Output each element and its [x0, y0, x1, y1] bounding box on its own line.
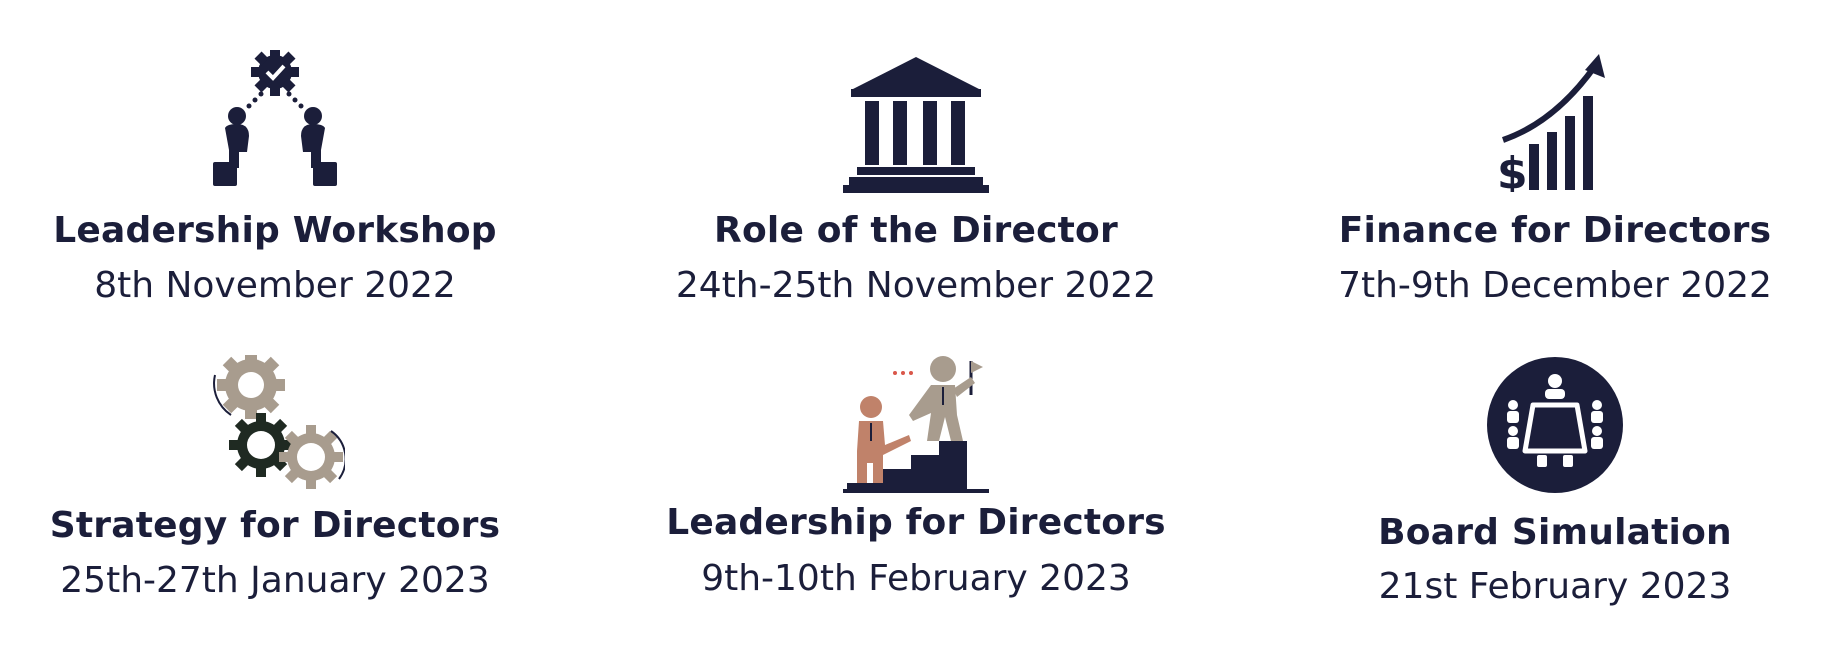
event-title: Leadership Workshop [53, 210, 497, 251]
event-title: Finance for Directors [1338, 210, 1772, 251]
institution-building-icon [843, 57, 989, 193]
event-title: Leadership for Directors [666, 502, 1166, 543]
collaboration-gear-icon [213, 50, 337, 186]
svg-text:$: $ [1497, 148, 1528, 192]
gears-icon [213, 355, 345, 489]
event-title: Role of the Director [714, 210, 1118, 251]
helping-hand-stairs-icon [843, 356, 989, 493]
growth-chart-dollar-icon: $ [1497, 54, 1605, 192]
event-title: Board Simulation [1378, 512, 1732, 553]
event-title: Strategy for Directors [49, 505, 501, 546]
event-date: 25th-27th January 2023 [60, 560, 490, 601]
event-date: 7th-9th December 2022 [1338, 265, 1772, 306]
event-date: 8th November 2022 [94, 265, 456, 306]
event-date: 24th-25th November 2022 [675, 265, 1157, 306]
event-date: 9th-10th February 2023 [701, 558, 1131, 599]
boardroom-table-icon [1487, 357, 1623, 493]
event-date: 21st February 2023 [1378, 566, 1732, 607]
